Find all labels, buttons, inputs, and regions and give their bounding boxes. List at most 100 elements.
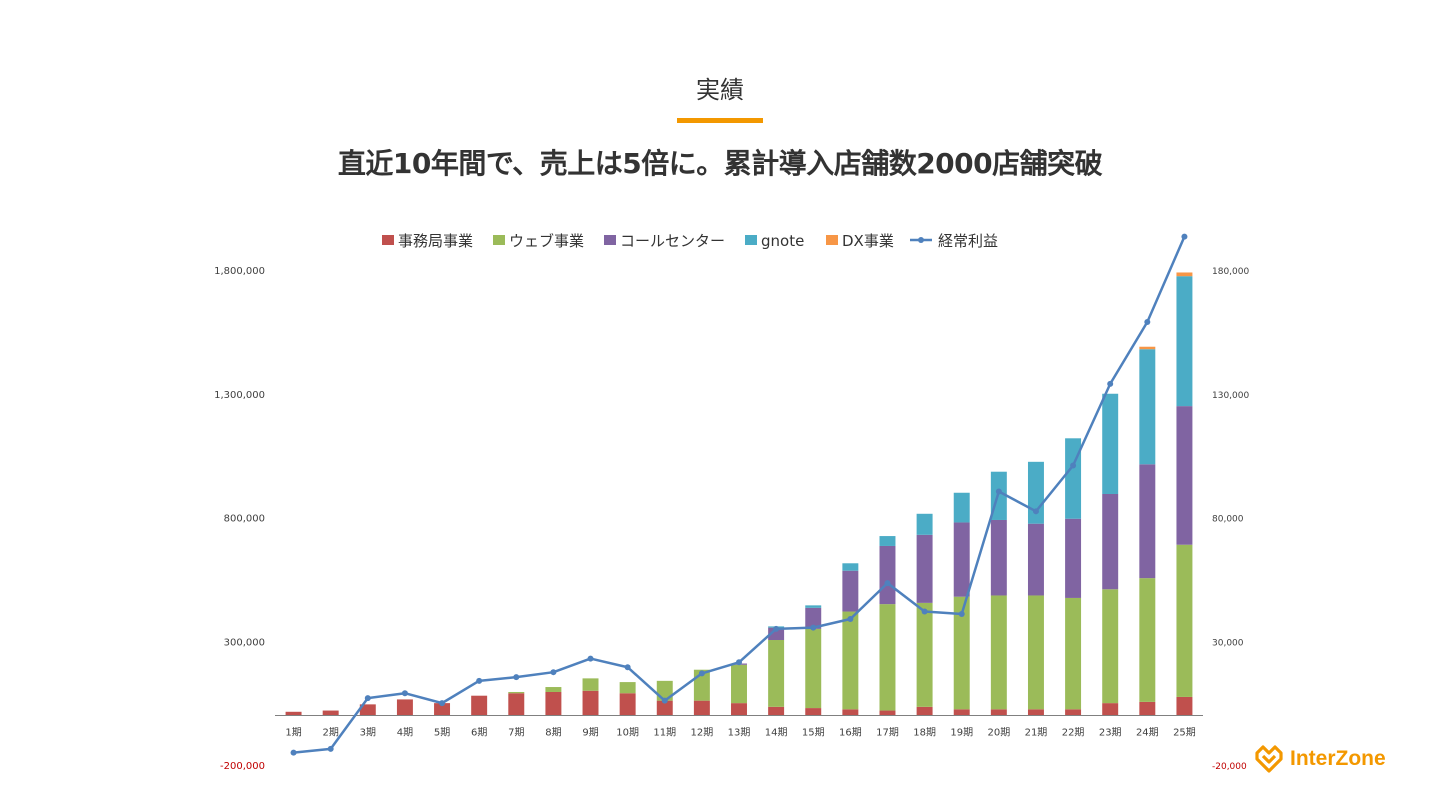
heading-accent-bar: [677, 118, 763, 123]
x-tick-label: 8期: [545, 727, 561, 739]
y-right-tick-label: 80,000: [1212, 515, 1244, 525]
bar-segment: [916, 534, 933, 603]
bar-segment: [1176, 276, 1193, 407]
profit-point: [995, 488, 1002, 495]
bar-segment: [805, 708, 822, 716]
x-tick-label: 19期: [950, 727, 973, 739]
profit-point: [513, 674, 520, 681]
y-right-tick-label: 30,000: [1212, 638, 1244, 648]
bar-segment: [990, 519, 1007, 596]
y-right-tick-label: 180,000: [1212, 267, 1249, 277]
bar-segment: [582, 690, 599, 716]
profit-point: [661, 697, 668, 704]
bar-segment: [1176, 272, 1193, 277]
headline: 直近10年間で、売上は5倍に。累計導入店舗数2000店舗突破: [337, 147, 1103, 180]
x-tick-label: 22期: [1062, 727, 1085, 739]
legend-label: gnote: [761, 232, 804, 250]
bar-segment: [879, 536, 896, 546]
bar-segment: [953, 492, 970, 523]
bar-segment: [1027, 709, 1044, 716]
x-tick-label: 21期: [1025, 727, 1048, 739]
profit-point: [736, 659, 742, 666]
bar-segment: [842, 709, 859, 716]
x-tick-label: 12期: [691, 727, 714, 739]
bar-segment: [879, 604, 896, 711]
bar-segment: [990, 595, 1007, 710]
x-tick-label: 20期: [987, 727, 1010, 739]
x-tick-label: 15期: [802, 727, 825, 739]
x-tick-label: 6期: [471, 727, 487, 739]
bar-segment: [805, 607, 822, 629]
profit-point: [624, 664, 631, 671]
profit-point: [364, 695, 371, 702]
profit-point: [847, 615, 854, 622]
bar-segment: [768, 706, 785, 716]
bar-segment: [879, 545, 896, 605]
bar-segment: [1102, 493, 1119, 590]
y-left-tick-label: 300,000: [224, 637, 265, 648]
y-left-tick-label: 1,800,000: [214, 266, 265, 277]
x-tick-label: 7期: [508, 727, 524, 739]
profit-point: [810, 624, 817, 631]
legend-label: 事務局事業: [398, 232, 473, 250]
bar-segment: [359, 704, 376, 716]
bar-segment: [953, 596, 970, 710]
profit-point: [439, 700, 446, 707]
interzone-logo: InterZone: [1254, 742, 1386, 776]
bar-segment: [842, 570, 859, 612]
profit-point: [1032, 508, 1039, 515]
x-tick-label: 5期: [434, 727, 450, 739]
bar-segment: [731, 664, 747, 704]
bar-segment: [916, 602, 933, 707]
bar-segment: [916, 706, 933, 716]
bar-segment: [1139, 464, 1156, 579]
bar-segment: [285, 711, 302, 716]
bar-segment: [508, 691, 525, 694]
bar-segment: [768, 640, 785, 707]
legend-swatch: [604, 235, 616, 245]
bar-segment: [545, 687, 562, 692]
bar-segment: [471, 695, 488, 716]
bar-segment: [842, 611, 859, 710]
bar-segment: [1065, 518, 1082, 598]
bar-segment: [619, 682, 636, 694]
interzone-logo-icon: [1255, 745, 1283, 773]
bar-segment: [1176, 406, 1193, 545]
x-tick-label: 2期: [322, 727, 338, 739]
legend-label: 経常利益: [938, 232, 998, 250]
profit-point: [1070, 462, 1077, 469]
bar-segment: [1176, 696, 1193, 716]
x-tick-label: 23期: [1099, 727, 1122, 739]
bar-segment: [805, 605, 822, 608]
x-tick-label: 13期: [728, 727, 751, 739]
x-tick-label: 16期: [839, 727, 862, 739]
legend-swatch: [382, 235, 394, 245]
legend-marker: [918, 237, 924, 243]
bar-segment: [990, 709, 1007, 716]
legend-label: DX事業: [842, 232, 894, 250]
bar-segment: [1102, 393, 1119, 494]
bar-segment: [1139, 701, 1156, 716]
profit-point: [1144, 318, 1151, 325]
bar-segment: [916, 513, 933, 535]
bar-segment: [434, 703, 451, 716]
bar-segment: [1065, 597, 1082, 710]
bar-segment: [693, 700, 710, 716]
x-tick-label: 1期: [285, 727, 301, 739]
bar-segment: [768, 627, 785, 641]
bar-segment: [508, 693, 525, 716]
legend-swatch: [493, 235, 505, 245]
bar-segment: [1139, 578, 1156, 702]
bar-segment: [1102, 703, 1119, 716]
x-tick-label: 17期: [876, 727, 899, 739]
profit-point: [1107, 380, 1114, 387]
section-heading: 実績: [696, 76, 744, 104]
x-tick-label: 3期: [360, 727, 376, 739]
bar-segment: [1027, 461, 1044, 524]
profit-point: [921, 608, 928, 615]
bar-segment: [1027, 523, 1044, 596]
bar-segment: [731, 703, 747, 716]
profit-point: [698, 670, 705, 677]
profit-point: [327, 745, 334, 752]
y-right-tick-label: -20,000: [1212, 762, 1247, 772]
